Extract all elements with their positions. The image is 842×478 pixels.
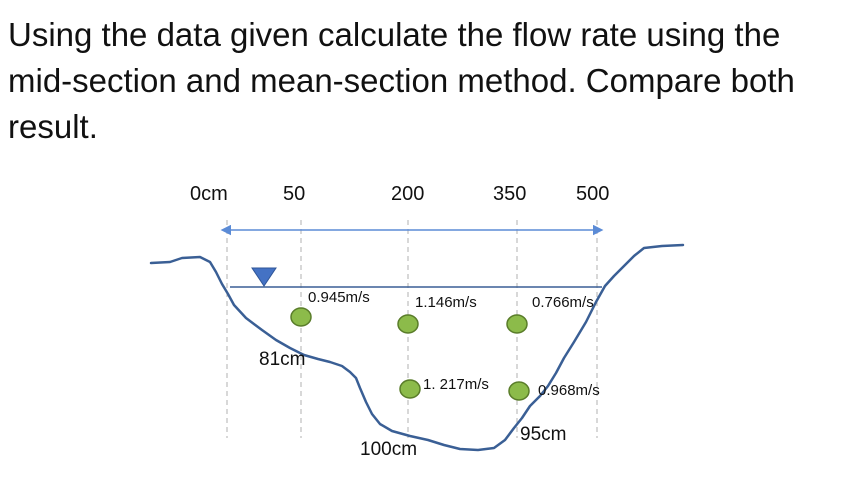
station-label-500: 500	[576, 183, 609, 205]
depth-label-50: 81cm	[259, 349, 305, 370]
current-meter-200	[397, 314, 419, 334]
station-label-0: 0cm	[190, 183, 228, 205]
riverbed-profile	[149, 243, 685, 452]
velocity-label-350-deep: 0.968m/s	[538, 382, 600, 399]
station-label-350: 350	[493, 183, 526, 205]
question-text: Using the data given calculate the flow …	[8, 16, 795, 145]
station-label-50: 50	[283, 183, 305, 205]
velocity-label-200: 1.146m/s	[415, 294, 477, 311]
triangle-down-icon	[251, 267, 277, 287]
velocity-label-200-deep: 1. 217m/s	[423, 376, 489, 393]
current-meter-350-deep	[508, 381, 530, 401]
current-meter-50	[290, 307, 312, 327]
current-meter-200-deep	[399, 379, 421, 399]
velocity-label-350: 0.766m/s	[532, 294, 594, 311]
current-meter-350	[506, 314, 528, 334]
depth-label-350: 95cm	[520, 424, 566, 445]
velocity-label-50: 0.945m/s	[308, 289, 370, 306]
station-label-200: 200	[391, 183, 424, 205]
depth-label-200: 100cm	[360, 439, 417, 460]
